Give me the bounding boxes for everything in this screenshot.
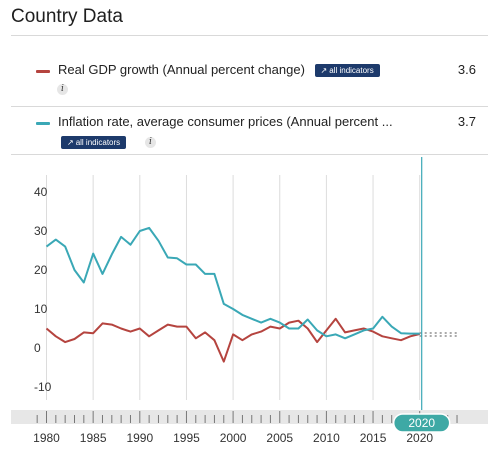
x-tick-label: 1995 — [173, 431, 200, 445]
gdp-growth-line — [45, 317, 420, 363]
y-tick-label: 10 — [34, 302, 48, 316]
x-tick-label: 2000 — [220, 431, 247, 445]
slider-pill — [392, 413, 451, 433]
y-tick-label: 30 — [34, 224, 48, 238]
y-tick-label: 20 — [34, 263, 48, 277]
x-tick-label: 2010 — [313, 431, 340, 445]
y-tick-label: 0 — [34, 341, 41, 355]
info-icon[interactable]: i — [145, 137, 156, 148]
slider-label: 2020 — [408, 416, 435, 430]
chart-icon: ↗ — [67, 138, 74, 147]
x-tick-label: 1990 — [126, 431, 153, 445]
x-tick-label: 2005 — [266, 431, 293, 445]
all-indicators-button[interactable]: ↗ all indicators — [61, 136, 127, 149]
page-title: Country Data — [11, 6, 123, 27]
x-tick-label: 1980 — [33, 431, 60, 445]
legend-item-inflation[interactable]: Inflation rate, average consumer prices … — [36, 114, 476, 154]
info-icon[interactable]: i — [57, 84, 68, 95]
legend-label-inflation: Inflation rate, average consumer prices … — [58, 114, 393, 129]
legend-divider — [11, 106, 488, 107]
y-tick-label: 40 — [34, 185, 48, 199]
x-tick-label: 2015 — [360, 431, 387, 445]
legend-divider — [11, 154, 488, 155]
legend-value-inflation: 3.7 — [457, 114, 476, 129]
title-divider — [11, 35, 488, 36]
x-tick-label: 1985 — [80, 431, 107, 445]
x-tick-label: 2020 — [406, 431, 433, 445]
legend-label-gdp: Real GDP growth (Annual percent change) … — [58, 62, 380, 78]
all-indicators-button[interactable]: ↗ all indicators — [314, 64, 380, 78]
gdp-swatch — [36, 70, 50, 73]
legend-item-gdp[interactable]: Real GDP growth (Annual percent change) … — [36, 62, 476, 102]
legend-value-gdp: 3.6 — [457, 62, 476, 77]
y-tick-label: -10 — [34, 380, 52, 394]
year-slider-handle[interactable]: 2020 — [392, 413, 451, 433]
inflation-line — [45, 226, 420, 340]
inflation-swatch — [36, 122, 50, 125]
chart-icon: ↗ — [320, 66, 328, 76]
